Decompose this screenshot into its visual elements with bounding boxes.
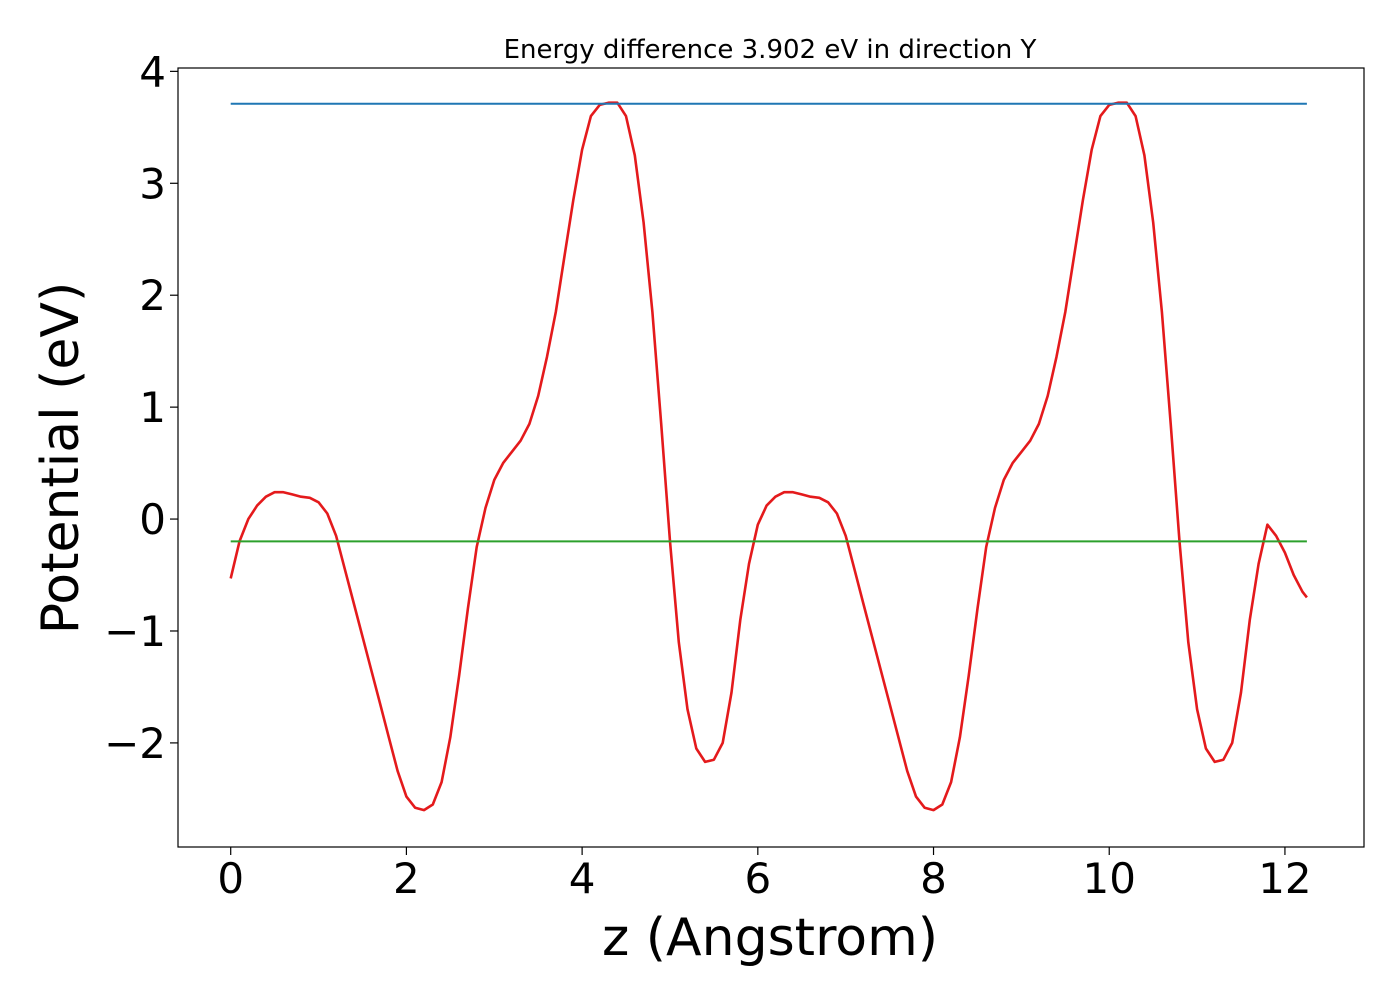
axes-frame — [177, 67, 1365, 848]
series-line-1 — [229, 101, 1308, 812]
x-tick-label: 2 — [393, 854, 420, 903]
x-tick-label: 10 — [1083, 854, 1136, 903]
chart-title: Energy difference 3.902 eV in direction … — [504, 35, 1037, 65]
y-tick-label: 2 — [139, 271, 166, 320]
x-tick-label: 4 — [569, 854, 596, 903]
x-tick-label: 6 — [744, 854, 771, 903]
y-tick-label: −1 — [104, 607, 166, 656]
x-axis-label: z (Angstrom) — [602, 908, 938, 968]
x-tick-label: 0 — [217, 854, 244, 903]
y-tick-label: 0 — [139, 495, 166, 544]
y-tick-label: −2 — [104, 719, 166, 768]
y-tick-label: 1 — [139, 383, 166, 432]
y-tick-label: 3 — [139, 159, 166, 208]
x-tick-label: 8 — [920, 854, 947, 903]
y-tick-label: 4 — [139, 47, 166, 96]
y-axis-label: Potential (eV) — [31, 282, 91, 634]
x-tick-label: 12 — [1258, 854, 1311, 903]
